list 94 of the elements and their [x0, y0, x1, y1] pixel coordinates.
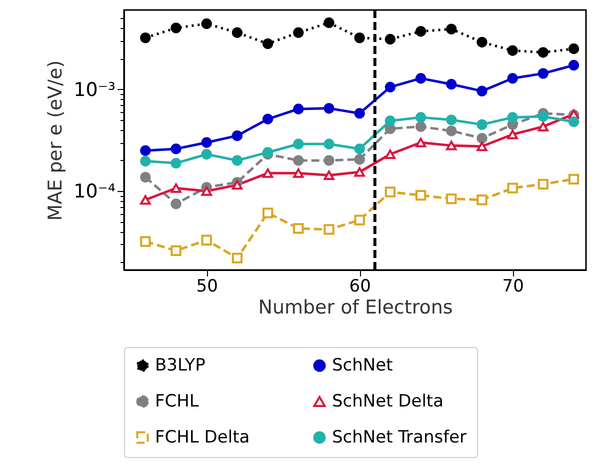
point	[568, 43, 580, 54]
point	[507, 130, 518, 140]
point	[201, 186, 212, 196]
point	[415, 73, 426, 84]
legend-label: SchNet Transfer	[332, 428, 467, 448]
point	[507, 112, 518, 123]
point	[415, 112, 426, 123]
point	[476, 119, 488, 130]
point	[446, 126, 457, 136]
point	[354, 144, 365, 154]
x-tick-label: 50	[196, 276, 218, 296]
point	[446, 114, 457, 126]
point	[324, 224, 334, 235]
point	[293, 168, 304, 178]
point	[232, 252, 243, 264]
point	[446, 140, 457, 150]
point	[293, 27, 304, 38]
point	[415, 190, 426, 201]
point	[354, 154, 365, 165]
x-tick-label: 60	[349, 276, 371, 296]
point	[354, 167, 365, 177]
point	[476, 86, 488, 96]
point	[476, 132, 488, 144]
point	[324, 17, 334, 28]
point	[293, 155, 304, 166]
point	[324, 102, 334, 114]
point	[384, 82, 396, 92]
point	[170, 198, 182, 210]
point	[140, 236, 151, 247]
point	[538, 68, 548, 79]
legend-label: FCHL Delta	[155, 428, 250, 448]
point	[446, 24, 457, 34]
point	[140, 172, 151, 182]
point	[170, 144, 182, 154]
point	[538, 47, 548, 58]
legend-label: SchNet Delta	[332, 392, 444, 412]
point	[476, 36, 488, 48]
point	[262, 208, 274, 218]
point	[476, 194, 488, 206]
point	[415, 121, 426, 132]
point	[415, 138, 426, 148]
point	[384, 34, 396, 45]
point	[354, 32, 365, 44]
point	[324, 170, 334, 180]
point	[140, 32, 151, 44]
point	[232, 27, 243, 38]
point	[568, 116, 580, 128]
point	[170, 245, 182, 256]
point	[293, 223, 304, 234]
point	[201, 148, 212, 160]
point	[446, 78, 457, 90]
point	[232, 180, 243, 190]
point	[293, 104, 304, 114]
point	[324, 138, 334, 150]
legend-label: SchNet	[332, 356, 394, 376]
point	[262, 114, 274, 124]
point	[293, 138, 304, 150]
point	[324, 155, 334, 166]
point	[232, 130, 243, 142]
point	[446, 193, 457, 204]
point	[354, 214, 365, 226]
point	[354, 108, 365, 119]
y-axis-title: MAE per e (eV/e)	[44, 60, 67, 221]
point	[262, 168, 274, 178]
point	[507, 182, 518, 194]
point	[201, 234, 212, 246]
legend-label: B3LYP	[155, 356, 206, 376]
point	[568, 174, 580, 184]
point	[140, 156, 151, 166]
point	[140, 145, 151, 156]
point	[201, 18, 212, 30]
point	[384, 186, 396, 198]
point	[538, 178, 548, 190]
point	[170, 22, 182, 34]
point	[232, 155, 243, 166]
point	[507, 45, 518, 56]
point	[568, 60, 580, 71]
point	[476, 142, 488, 152]
x-axis-title: Number of Electrons	[258, 296, 453, 318]
x-tick-label: 70	[502, 276, 524, 296]
point	[538, 111, 548, 122]
point	[384, 150, 396, 160]
y-tick-label: 10⁻³	[74, 78, 116, 101]
legend-label: FCHL	[155, 392, 200, 412]
point	[384, 115, 396, 126]
point	[170, 183, 182, 193]
point	[415, 26, 426, 37]
point	[170, 158, 182, 168]
point	[262, 38, 274, 50]
y-tick-label: 10⁻⁴	[74, 180, 116, 203]
point	[201, 137, 212, 148]
point	[507, 73, 518, 84]
point	[538, 122, 548, 132]
point	[140, 195, 151, 205]
